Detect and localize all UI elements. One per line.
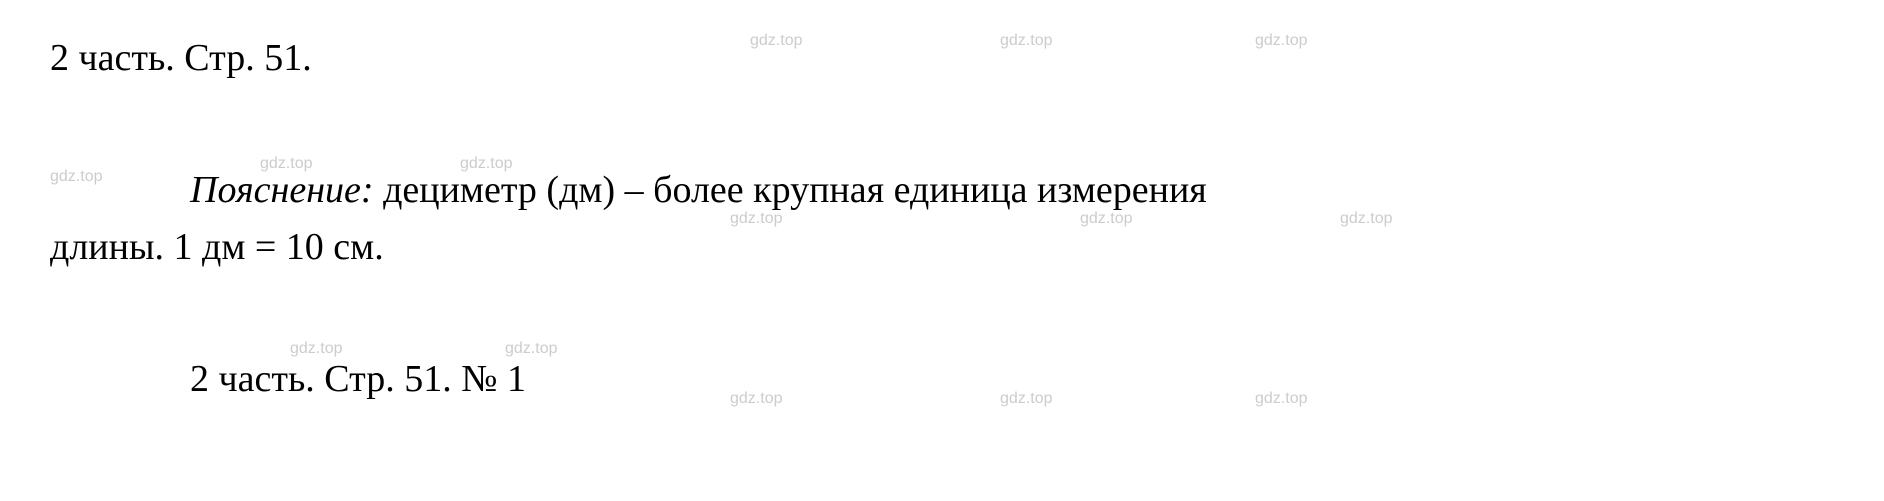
explanation-line-2: длины. 1 дм = 10 см.: [50, 219, 1854, 276]
section-line: 2 часть. Стр. 51. № 1: [50, 351, 1854, 408]
explanation-label: Пояснение:: [190, 169, 374, 211]
section-text: 2 часть. Стр. 51. № 1: [190, 358, 526, 400]
header-line: 2 часть. Стр. 51.: [50, 30, 1854, 87]
header-text: 2 часть. Стр. 51.: [50, 37, 312, 79]
explanation-line-1: Пояснение: дециметр (дм) – более крупная…: [50, 162, 1854, 219]
explanation-text-2: длины. 1 дм = 10 см.: [50, 226, 384, 268]
explanation-text-1: дециметр (дм) – более крупная единица из…: [374, 169, 1207, 211]
